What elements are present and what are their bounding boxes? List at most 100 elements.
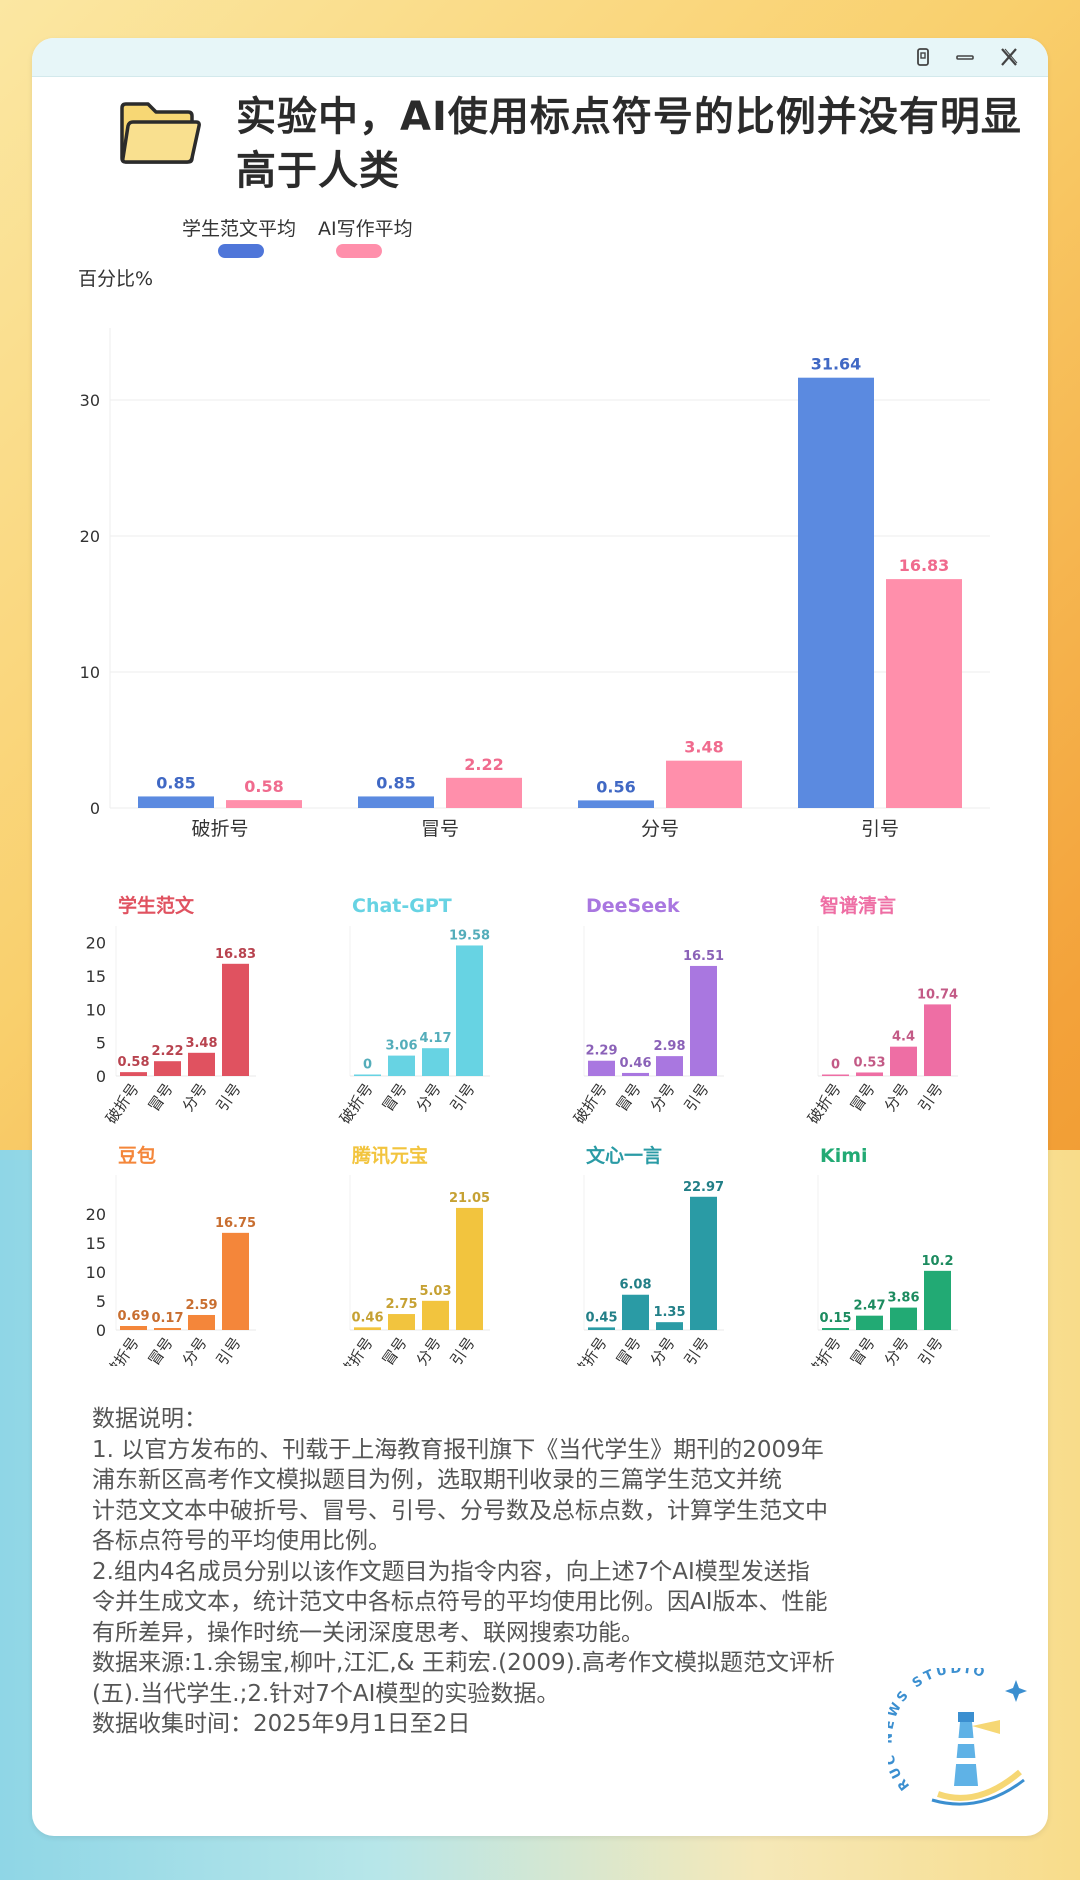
model-bar <box>222 1232 249 1330</box>
y-tick-label: 5 <box>96 1292 106 1311</box>
y-tick-label: 10 <box>86 1263 106 1282</box>
x-tick-label: 分号 <box>641 818 679 840</box>
model-chart-title: 豆包 <box>118 1144 156 1167</box>
close-icon[interactable] <box>998 46 1020 68</box>
model-bar <box>354 1327 381 1330</box>
model-bar <box>388 1314 415 1330</box>
model-bar <box>656 1322 683 1330</box>
x-tick-label: 冒号 <box>613 1334 645 1366</box>
model-bar <box>856 1315 883 1330</box>
x-tick-label: 冒号 <box>379 1334 411 1366</box>
x-tick-label: 分号 <box>647 1334 679 1366</box>
model-bar-value-label: 2.59 <box>185 1298 217 1313</box>
bar-value-label: 0.85 <box>376 773 415 792</box>
x-tick-label: 冒号 <box>145 1080 177 1115</box>
notes-line: 浦东新区高考作文模拟题目为例，选取期刊收录的三篇学生范文并统 <box>92 1467 782 1493</box>
bar-ai <box>446 777 522 808</box>
y-tick-label: 15 <box>86 1234 106 1253</box>
bar-value-label: 0.56 <box>596 777 635 796</box>
x-tick-label: 分号 <box>179 1080 211 1115</box>
model-bar-value-label: 3.86 <box>887 1291 919 1306</box>
model-bar <box>690 965 717 1076</box>
y-tick-label: 10 <box>80 663 100 682</box>
x-tick-label: 分号 <box>413 1334 445 1366</box>
model-chart-title: DeeSeek <box>586 895 680 917</box>
bar-ai <box>666 760 742 808</box>
model-bar-value-label: 0.45 <box>585 1310 617 1325</box>
x-tick-label: 破折号 <box>804 1080 845 1127</box>
legend-swatch-student <box>218 244 264 258</box>
restore-icon[interactable] <box>912 46 934 68</box>
x-tick-label: 冒号 <box>421 818 459 840</box>
model-bar-value-label: 10.2 <box>921 1254 953 1269</box>
x-tick-label: 分号 <box>881 1334 913 1366</box>
model-bar <box>822 1074 849 1076</box>
x-tick-label: 引号 <box>447 1334 479 1366</box>
model-chart-title: 文心一言 <box>586 1144 662 1167</box>
model-bar <box>188 1314 215 1330</box>
y-tick-label: 0 <box>90 799 100 818</box>
x-tick-label: 破折号 <box>570 1334 611 1366</box>
model-bar-value-label: 22.97 <box>683 1180 724 1195</box>
model-bar-value-label: 0.53 <box>853 1055 885 1070</box>
model-chart-title: 智谱清言 <box>820 894 896 917</box>
model-bar-value-label: 0 <box>831 1058 840 1073</box>
x-tick-label: 破折号 <box>336 1334 377 1366</box>
model-bar <box>656 1056 683 1076</box>
x-tick-label: 冒号 <box>379 1080 411 1115</box>
model-bar <box>622 1294 649 1330</box>
app-window: 实验中，AI使用标点符号的比例并没有明显高于人类 学生范文平均 AI写作平均 百… <box>32 38 1048 1836</box>
folder-icon <box>120 102 201 164</box>
model-bar <box>222 963 249 1076</box>
model-chart-title: Chat-GPT <box>352 895 452 917</box>
model-bar-value-label: 2.98 <box>653 1039 685 1054</box>
model-bar <box>588 1060 615 1076</box>
notes-heading: 数据说明： <box>92 1406 207 1432</box>
x-tick-label: 分号 <box>179 1334 211 1366</box>
model-chart-title: 腾讯元宝 <box>351 1144 428 1167</box>
bar-student <box>798 377 874 808</box>
y-tick-label: 0 <box>96 1067 106 1086</box>
model-bar-value-label: 0.46 <box>351 1310 383 1325</box>
model-bar <box>690 1196 717 1330</box>
model-bar <box>422 1300 449 1330</box>
model-bar-value-label: 16.75 <box>215 1216 256 1231</box>
y-axis-label: 百分比% <box>78 268 154 290</box>
x-tick-label: 冒号 <box>847 1080 879 1115</box>
notes-line: (五).当代学生.;2.针对7个AI模型的实验数据。 <box>92 1680 560 1707</box>
main-bar-chart: 0 10 20 30 0.85 0.58 破折号 0.85 2.22 冒号 0.56 3.48 分号 31… <box>80 328 990 840</box>
y-tick-label: 0 <box>96 1321 106 1340</box>
notes-line: 各标点符号的平均使用比例。 <box>92 1528 391 1554</box>
legend-label-student: 学生范文平均 <box>182 218 297 240</box>
page-title: 实验中，AI使用标点符号的比例并没有明显高于人类 <box>236 94 1022 194</box>
model-bar <box>388 1055 415 1076</box>
bar-student <box>358 796 434 808</box>
model-bar <box>924 1270 951 1330</box>
ruc-news-studio-logo: RUC NEWS STUDIO <box>888 1668 1027 1806</box>
y-tick-label: 20 <box>80 527 100 546</box>
notes-line: 1. 以官方发布的、刊载于上海教育报刊旗下《当代学生》期刊的2009年 <box>92 1436 824 1463</box>
model-bar-value-label: 2.75 <box>385 1297 417 1312</box>
x-tick-label: 冒号 <box>847 1334 879 1366</box>
model-bar-value-label: 0.15 <box>819 1311 851 1326</box>
bar-student <box>138 796 214 808</box>
model-bar <box>456 1207 483 1330</box>
model-bar-value-label: 0.58 <box>117 1055 149 1070</box>
x-tick-label: 引号 <box>447 1080 479 1115</box>
title-bar <box>32 38 1048 77</box>
bar-value-label: 31.64 <box>811 355 862 374</box>
model-bar-value-label: 5.03 <box>419 1284 451 1299</box>
model-bar <box>924 1004 951 1076</box>
x-tick-label: 分号 <box>647 1080 679 1115</box>
model-bar <box>622 1072 649 1076</box>
model-bar-value-label: 6.08 <box>619 1278 651 1293</box>
model-bar-value-label: 3.06 <box>385 1039 417 1054</box>
notes-line: 2.组内4名成员分别以该作文题目为指令内容，向上述7个AI模型发送指 <box>92 1558 810 1585</box>
model-bar-value-label: 4.17 <box>419 1031 451 1046</box>
bar-ai <box>886 579 962 808</box>
model-bar <box>120 1072 147 1076</box>
model-bar-value-label: 16.83 <box>215 947 256 962</box>
x-tick-label: 破折号 <box>191 818 248 840</box>
model-bar <box>456 945 483 1076</box>
minimize-icon[interactable] <box>954 46 976 68</box>
